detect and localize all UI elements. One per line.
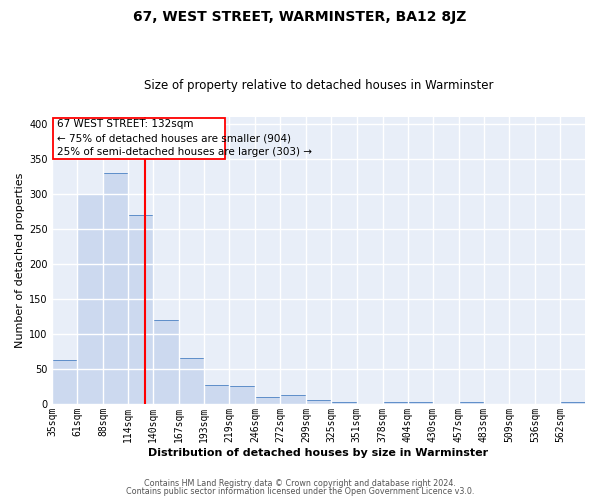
X-axis label: Distribution of detached houses by size in Warminster: Distribution of detached houses by size … [148, 448, 488, 458]
Text: 67, WEST STREET, WARMINSTER, BA12 8JZ: 67, WEST STREET, WARMINSTER, BA12 8JZ [133, 10, 467, 24]
Bar [229, 386, 256, 404]
Bar [560, 402, 585, 404]
Bar [52, 360, 77, 404]
Bar [407, 402, 433, 404]
Bar [459, 402, 484, 404]
Bar [103, 173, 128, 404]
Bar [153, 320, 179, 404]
Bar [128, 215, 153, 404]
Bar [256, 397, 280, 404]
Bar [383, 402, 407, 404]
Bar [307, 400, 331, 404]
Bar [331, 402, 356, 404]
Text: 67 WEST STREET: 132sqm
← 75% of detached houses are smaller (904)
25% of semi-de: 67 WEST STREET: 132sqm ← 75% of detached… [57, 120, 312, 158]
Title: Size of property relative to detached houses in Warminster: Size of property relative to detached ho… [144, 79, 493, 92]
Bar [280, 395, 307, 404]
Bar [179, 358, 204, 404]
Text: Contains public sector information licensed under the Open Government Licence v3: Contains public sector information licen… [126, 487, 474, 496]
Bar [204, 385, 229, 404]
Y-axis label: Number of detached properties: Number of detached properties [15, 172, 25, 348]
Text: Contains HM Land Registry data © Crown copyright and database right 2024.: Contains HM Land Registry data © Crown c… [144, 478, 456, 488]
Bar [77, 194, 103, 404]
FancyBboxPatch shape [53, 118, 226, 159]
